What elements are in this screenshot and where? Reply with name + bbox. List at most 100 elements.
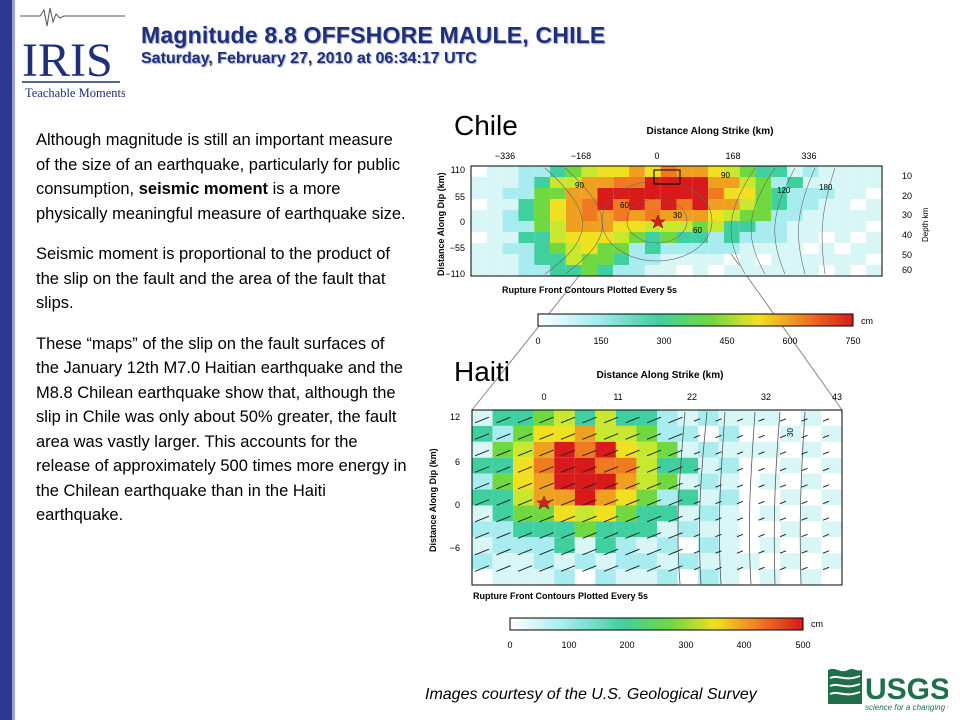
slip-arrow xyxy=(822,533,830,538)
slip-cell xyxy=(636,441,657,458)
slip-arrow xyxy=(625,466,640,473)
slip-arrow xyxy=(822,467,830,472)
slip-cell xyxy=(834,210,851,221)
slip-cell xyxy=(708,221,724,232)
slip-arrow xyxy=(560,499,576,506)
slip-cell xyxy=(533,410,555,426)
slip-cell xyxy=(595,473,616,490)
slip-cell xyxy=(513,457,534,474)
slip-cell xyxy=(472,410,493,426)
slip-arrow xyxy=(517,548,533,556)
slip-cell xyxy=(787,177,803,188)
slip-cell xyxy=(708,166,724,177)
slip-arrow xyxy=(715,517,722,521)
slip-cell xyxy=(739,199,756,210)
usgs-logo: USGS science for a changing world xyxy=(828,668,948,712)
slip-cell xyxy=(472,489,493,506)
slip-cell xyxy=(677,521,699,538)
slip-arrow xyxy=(560,449,576,457)
slip-cell xyxy=(759,505,781,522)
slip-arrow xyxy=(646,416,662,424)
slip-arrow xyxy=(517,499,533,506)
slip-cell xyxy=(502,188,519,199)
slip-cell xyxy=(677,473,699,490)
slip-arrow xyxy=(560,433,576,440)
slip-arrow xyxy=(474,515,490,523)
slip-cell xyxy=(492,441,514,458)
slip-cell xyxy=(771,188,788,199)
slip-cell xyxy=(660,166,677,177)
svg-text:6: 6 xyxy=(455,457,460,467)
slip-cell xyxy=(780,489,801,506)
slip-cell xyxy=(615,425,637,442)
slip-cell xyxy=(595,537,616,554)
slip-arrow xyxy=(539,532,554,539)
slip-cell xyxy=(486,254,503,265)
slip-arrow xyxy=(603,449,619,457)
slip-cell xyxy=(595,410,616,426)
svg-text:30: 30 xyxy=(786,428,795,437)
slip-arrow xyxy=(496,499,511,506)
slip-arrow xyxy=(496,482,511,490)
slip-cell xyxy=(513,441,534,458)
slip-cell xyxy=(533,553,555,570)
svg-text:Distance Along Dip (km): Distance Along Dip (km) xyxy=(428,448,438,552)
slip-arrow xyxy=(560,416,576,424)
slip-arrow xyxy=(603,466,619,473)
slip-cell xyxy=(800,537,822,554)
slip-arrow xyxy=(496,565,511,572)
slip-cell xyxy=(739,166,756,177)
slip-cell xyxy=(718,489,740,506)
slip-cell xyxy=(644,210,661,221)
svg-text:90: 90 xyxy=(575,181,584,190)
slip-cell xyxy=(802,166,819,177)
slip-cell xyxy=(787,254,803,265)
svg-text:43: 43 xyxy=(832,392,842,402)
slip-cell xyxy=(818,210,835,221)
slip-cell xyxy=(534,265,551,276)
slip-cell xyxy=(565,188,582,199)
slip-cell xyxy=(597,265,614,276)
svg-text:cm: cm xyxy=(861,316,873,326)
slip-cell xyxy=(613,210,630,221)
slip-cell xyxy=(574,553,596,570)
slip-cell xyxy=(866,210,882,221)
slip-cell xyxy=(492,537,514,554)
slip-cell xyxy=(550,177,566,188)
slip-arrow xyxy=(646,449,662,457)
slip-cell xyxy=(554,457,575,474)
slip-arrow xyxy=(603,548,619,556)
slip-arrow xyxy=(801,566,808,571)
slip-cell xyxy=(595,489,616,506)
slip-arrow xyxy=(517,416,533,424)
slip-cell xyxy=(574,489,596,506)
slip-cell xyxy=(533,505,555,522)
slip-arrow xyxy=(625,449,640,457)
svg-text:USGS: USGS xyxy=(865,673,948,706)
slip-arrow xyxy=(693,500,701,505)
slip-arrow xyxy=(822,484,830,488)
slip-cell xyxy=(780,553,801,570)
slip-cell xyxy=(723,221,740,232)
slip-cell xyxy=(518,254,535,265)
slip-arrow xyxy=(822,566,830,571)
slip-arrow xyxy=(758,533,765,538)
slip-cell xyxy=(866,232,882,243)
slip-arrow xyxy=(715,533,722,538)
slip-cell xyxy=(581,166,598,177)
slip-cell xyxy=(502,166,519,177)
slip-cell xyxy=(502,210,519,221)
slip-cell xyxy=(595,505,616,522)
slip-cell xyxy=(834,166,851,177)
slip-cell xyxy=(472,473,493,490)
slip-cell xyxy=(595,569,616,585)
slip-cell xyxy=(771,166,788,177)
slip-arrow xyxy=(646,548,662,556)
slip-cell xyxy=(471,221,487,232)
slip-cell xyxy=(644,188,661,199)
slip-arrow xyxy=(603,416,619,424)
slip-cell xyxy=(534,221,551,232)
slip-cell xyxy=(657,505,678,522)
slip-cell xyxy=(486,265,503,276)
slip-arrow xyxy=(625,499,640,506)
